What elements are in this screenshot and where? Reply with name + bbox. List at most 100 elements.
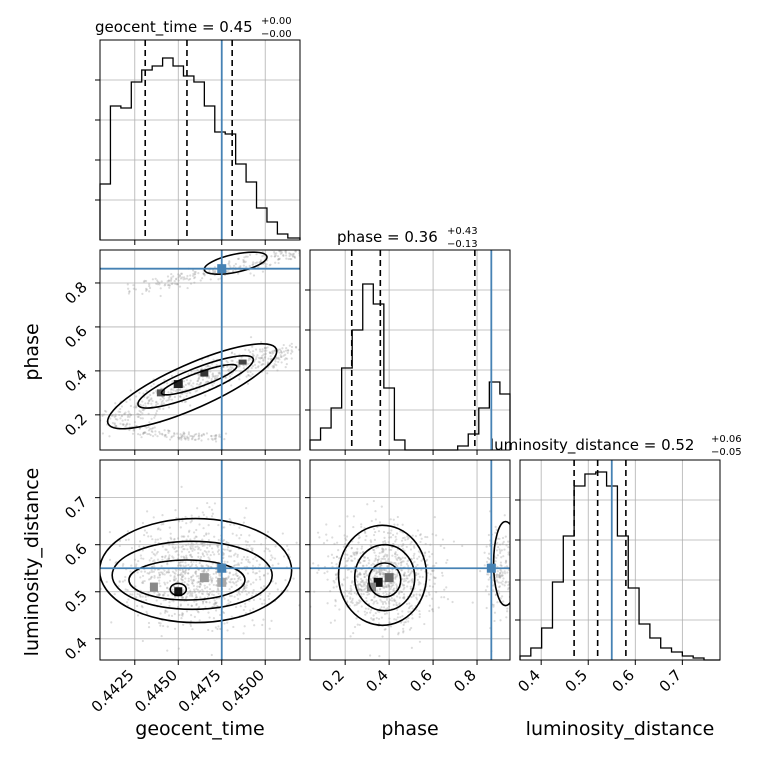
sample-point <box>260 543 263 546</box>
sample-point <box>349 555 352 558</box>
sample-point <box>365 580 368 583</box>
sample-point <box>202 432 205 436</box>
contour-line <box>169 582 188 597</box>
sample-point <box>443 546 446 550</box>
sample-point <box>228 549 231 552</box>
sample-point <box>151 560 155 563</box>
sample-point <box>246 540 249 544</box>
sample-point <box>199 582 202 586</box>
sample-point <box>237 597 240 601</box>
sample-point <box>353 604 356 607</box>
sample-point <box>376 559 379 562</box>
sample-point <box>219 613 222 617</box>
sample-point <box>243 261 246 264</box>
sample-point <box>195 603 198 607</box>
sample-point <box>505 544 508 547</box>
sample-point <box>124 538 128 542</box>
sample-point <box>209 370 212 373</box>
sample-point <box>494 525 497 528</box>
sample-point <box>388 592 391 595</box>
sample-point <box>183 572 187 575</box>
sample-point <box>394 552 397 555</box>
sample-point <box>332 579 335 583</box>
sample-point <box>208 558 211 561</box>
sample-point <box>179 388 182 391</box>
sample-point <box>148 290 151 293</box>
sample-point <box>382 580 386 583</box>
sample-point <box>512 624 514 626</box>
sample-point <box>193 531 196 534</box>
sample-point <box>164 433 167 437</box>
sample-point <box>113 593 116 596</box>
sample-point <box>140 557 143 560</box>
sample-point <box>431 607 434 611</box>
sample-point <box>174 278 178 281</box>
sample-point <box>184 568 187 572</box>
sample-point <box>262 362 265 366</box>
sample-point <box>206 592 209 595</box>
sample-point <box>492 603 495 607</box>
sample-point <box>286 349 290 352</box>
sample-point <box>128 412 131 415</box>
sample-point <box>409 571 413 574</box>
sample-point <box>129 404 132 408</box>
sample-point <box>184 570 187 573</box>
sample-point <box>407 574 411 577</box>
sample-point <box>397 545 400 548</box>
sample-point <box>142 408 145 412</box>
sample-point <box>406 538 409 541</box>
sample-point <box>207 564 210 568</box>
sample-point <box>191 269 195 272</box>
sample-point <box>272 366 275 369</box>
sample-point <box>171 588 174 591</box>
sample-point <box>500 570 503 573</box>
sample-point <box>226 270 229 273</box>
sample-point <box>251 564 255 567</box>
sample-point <box>190 519 193 522</box>
sample-point <box>252 261 255 264</box>
sample-point <box>395 601 398 604</box>
sample-point <box>154 414 157 417</box>
sample-point <box>495 574 498 578</box>
sample-point <box>195 570 198 573</box>
sample-point <box>172 578 176 581</box>
sample-point <box>141 549 144 552</box>
sample-point <box>251 549 254 553</box>
sample-point <box>158 432 162 435</box>
sample-point <box>501 583 504 586</box>
sample-point <box>179 433 182 436</box>
sample-point <box>247 591 251 594</box>
sample-point <box>160 280 163 283</box>
sample-point <box>335 585 338 588</box>
sample-point <box>504 561 507 564</box>
sample-point <box>171 555 174 558</box>
sample-point <box>246 255 249 258</box>
sample-point <box>212 583 215 587</box>
sample-point <box>158 283 161 286</box>
sample-point <box>269 558 272 562</box>
sample-point <box>177 546 180 549</box>
sample-point <box>186 392 189 395</box>
sample-point <box>247 349 250 352</box>
sample-point <box>277 356 280 359</box>
sample-point <box>362 588 366 591</box>
sample-point <box>175 569 178 572</box>
sample-point <box>128 428 131 432</box>
sample-point <box>149 577 152 580</box>
sample-point <box>164 554 167 558</box>
sample-point <box>187 433 190 436</box>
sample-point <box>147 578 151 581</box>
sample-point <box>407 570 410 574</box>
sample-point <box>369 577 372 580</box>
sample-point <box>251 345 254 348</box>
sample-point <box>483 564 486 567</box>
sample-point <box>405 602 409 606</box>
sample-point <box>156 593 159 597</box>
sample-point <box>189 547 192 550</box>
sample-point <box>166 558 169 561</box>
density-cell <box>367 582 377 592</box>
sample-point <box>183 548 186 551</box>
sample-point <box>213 270 216 273</box>
sample-point <box>201 277 204 280</box>
sample-point <box>211 373 214 376</box>
